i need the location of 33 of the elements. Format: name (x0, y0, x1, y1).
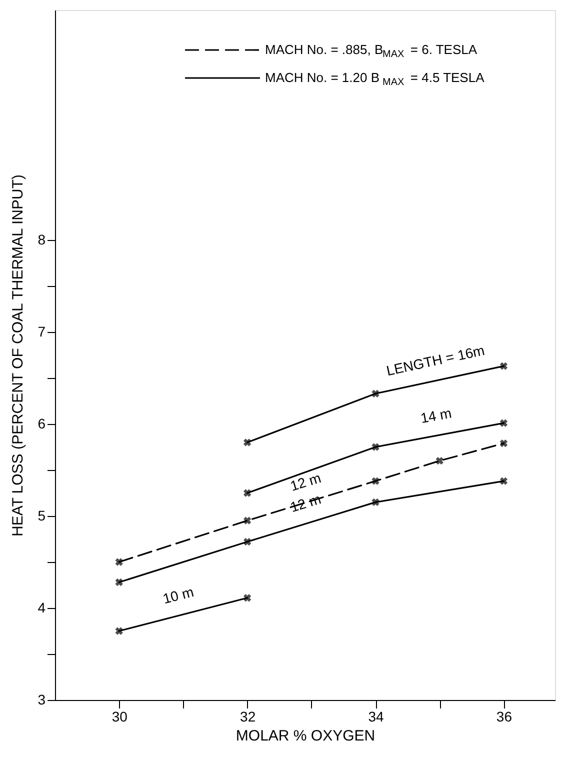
point (436, 456, 444, 465)
y-tick-label: 5 (38, 508, 46, 524)
x-tick-label: 34 (368, 708, 384, 724)
text: 10 m (161, 583, 196, 607)
point (372, 390, 380, 398)
point (243, 538, 252, 546)
x-tick-label: 36 (496, 708, 512, 724)
point (500, 419, 508, 427)
point (115, 627, 123, 635)
point (243, 489, 252, 497)
point (243, 594, 252, 602)
x-tick-label: 32 (240, 708, 256, 724)
point (115, 558, 123, 566)
x-axis-title: MOLAR % OXYGEN (236, 728, 376, 744)
text: 12 m (288, 469, 323, 494)
point (115, 578, 123, 586)
y-tick-label: 6 (38, 416, 46, 432)
text: LENGTH = 16m (384, 342, 486, 379)
point (372, 498, 380, 506)
point (372, 443, 380, 451)
point (243, 516, 252, 524)
y-tick-label: 4 (38, 600, 46, 616)
point (372, 477, 380, 485)
y-axis-title: HEAT LOSS (PERCENT OF COAL THERMAL INPUT) (10, 174, 27, 537)
y-tick-label: 8 (38, 232, 46, 248)
point (500, 362, 508, 370)
y-tick-label: 3 (38, 692, 46, 708)
point (243, 438, 252, 446)
y-tick-label: 7 (38, 324, 46, 340)
x-tick-label: 30 (112, 708, 128, 724)
point (500, 477, 508, 485)
text: 14 m (419, 404, 453, 426)
point (500, 439, 508, 448)
